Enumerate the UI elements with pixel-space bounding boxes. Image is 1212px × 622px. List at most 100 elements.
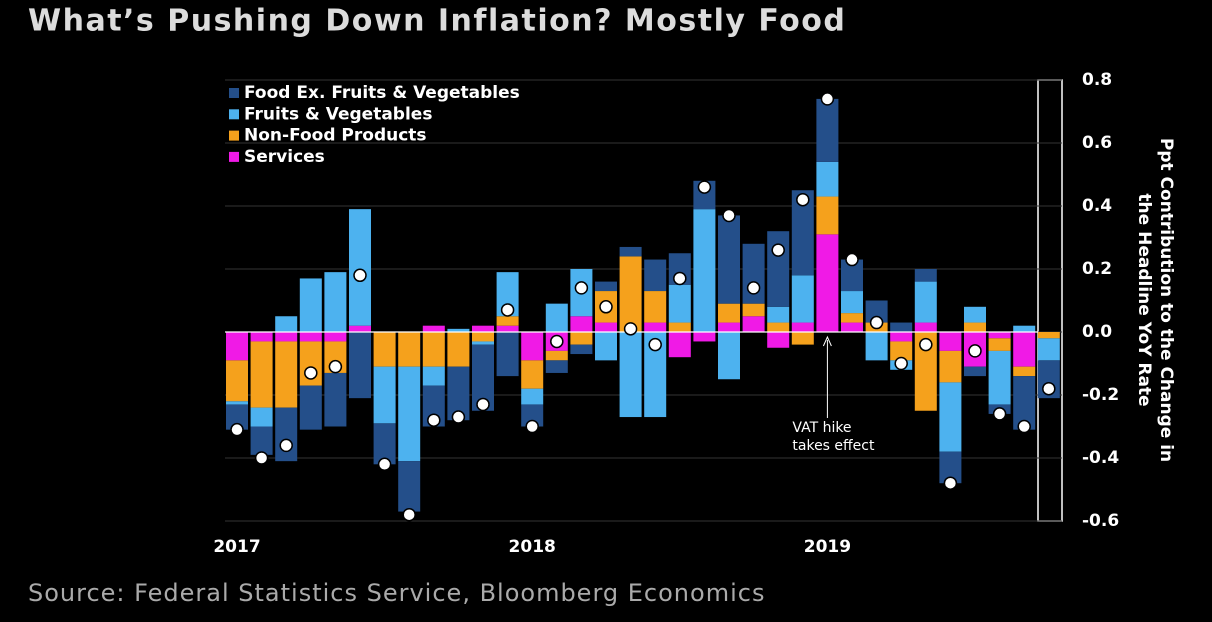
bar-segment <box>767 332 790 348</box>
bar-segment <box>841 291 863 314</box>
bar-segment <box>619 332 642 418</box>
bar-segment <box>275 341 298 408</box>
headline-point <box>771 243 785 257</box>
x-tick-label: 2017 <box>213 537 260 557</box>
bar-segment <box>472 341 494 345</box>
bar-segment <box>349 325 371 332</box>
bar-segment <box>496 332 519 377</box>
y-tick-label: 0.2 <box>1082 259 1112 279</box>
bar-segment <box>373 332 396 367</box>
bar-segment <box>742 316 765 332</box>
bar-segment <box>816 98 839 162</box>
headline-point <box>500 303 515 317</box>
headline-point <box>746 281 761 295</box>
bar-segment <box>545 303 568 332</box>
headline-point <box>820 92 835 106</box>
bar-segment <box>988 332 1011 339</box>
headline-point <box>254 451 269 465</box>
bar-segment <box>250 407 273 427</box>
annotation: VAT hike <box>792 420 851 436</box>
bar-segment <box>324 332 347 342</box>
bar-segment <box>521 360 544 389</box>
bar-segment <box>644 322 667 332</box>
headline-point <box>377 457 392 472</box>
source: Source: Federal Statistics Service, Bloo… <box>28 579 765 607</box>
bar-segment <box>545 350 568 361</box>
bar-segment <box>791 190 814 276</box>
axis-box <box>1037 79 1063 522</box>
y-tick-label: 0.6 <box>1082 133 1112 153</box>
chart-title: What’s Pushing Down Inflation? Mostly Fo… <box>28 4 846 39</box>
headline-point <box>402 507 416 522</box>
bar-segment <box>718 322 740 332</box>
headline-point <box>353 268 367 283</box>
legend-swatch <box>229 109 239 120</box>
bar-segment <box>398 461 421 512</box>
bar-segment <box>250 341 273 408</box>
headline-point <box>230 422 244 437</box>
legend-swatch <box>229 130 239 141</box>
bar-segment <box>349 209 371 326</box>
headline-point <box>550 334 564 349</box>
bar-segment <box>398 332 421 367</box>
bar-segment <box>914 322 937 332</box>
bar-segment <box>447 332 470 367</box>
bar-segment <box>767 306 790 323</box>
bar-segment <box>841 259 863 292</box>
headline-point <box>894 356 908 371</box>
bar-segment <box>422 325 445 332</box>
bar-segment <box>373 366 396 424</box>
headline-point <box>919 337 933 352</box>
bar-segment <box>890 341 913 361</box>
bar-segment <box>472 332 494 342</box>
bar-segment <box>324 272 347 332</box>
bar-segment <box>816 234 839 332</box>
bar-segment <box>1013 325 1036 332</box>
bar-segment <box>496 325 519 332</box>
y-axis-label: Ppt Contribution to the Change in <box>1156 138 1176 462</box>
legend-label: Non-Food Products <box>244 126 427 146</box>
bar-segment <box>644 259 667 292</box>
bar-segment <box>668 322 691 332</box>
bar-segment <box>668 284 691 323</box>
bar-segment <box>841 313 863 323</box>
bar-segment <box>791 332 814 345</box>
y-tick-label: -0.6 <box>1082 511 1119 531</box>
bar-segment <box>939 451 962 484</box>
bar-segment <box>521 388 544 405</box>
bar-segment <box>668 332 691 358</box>
bar-segment <box>816 161 839 197</box>
headline-point <box>328 359 343 374</box>
bar-segment <box>250 426 273 455</box>
headline-point <box>1042 381 1056 396</box>
bar-segment <box>742 303 765 317</box>
bar-segment <box>964 322 986 332</box>
bar-segment <box>570 316 593 332</box>
bar-segment <box>275 332 298 342</box>
bar-segment <box>791 275 814 323</box>
headline-point <box>968 344 982 358</box>
bar-segment <box>619 256 642 332</box>
headline-point <box>673 271 687 286</box>
bar-segment <box>939 332 962 351</box>
headline-point <box>943 476 958 490</box>
bar-segment <box>619 246 642 257</box>
bar-segment <box>299 332 322 342</box>
y-axis-label: the Headline YoY Rate <box>1134 193 1154 406</box>
bar-segment <box>890 322 913 332</box>
headline-point <box>845 252 859 267</box>
bar-segment <box>250 332 273 342</box>
bar-segment <box>693 209 716 332</box>
bar-segment <box>595 281 617 292</box>
bar-segment <box>275 407 298 462</box>
bar-segment <box>226 360 248 402</box>
bar-segment <box>791 322 814 332</box>
y-tick-label: 0.8 <box>1082 70 1112 90</box>
bar-segment <box>472 325 494 332</box>
bar-segment <box>349 332 371 399</box>
bar-segment <box>718 332 740 380</box>
bar-segment <box>595 332 617 361</box>
bar-segment <box>496 272 519 317</box>
bar-segment <box>1013 376 1036 430</box>
